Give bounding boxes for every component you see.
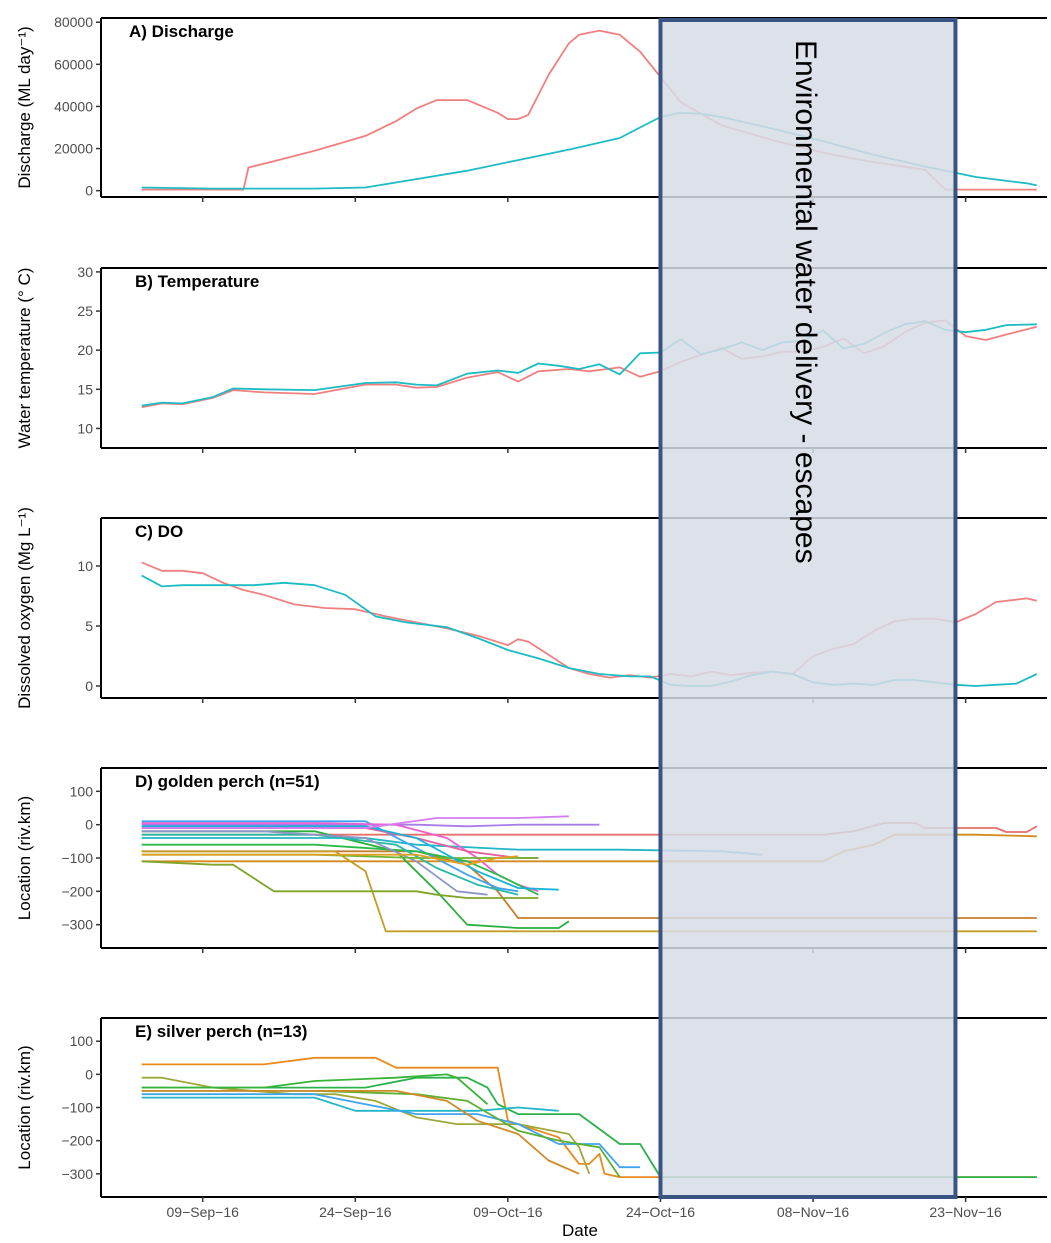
panel-d: −300 −200 −100 0 100 D) golden perch (n=51) Lo…	[15, 767, 1047, 953]
series-line-e-4	[141, 1096, 559, 1112]
y-tick-label: 80000	[54, 14, 93, 30]
y-tick-label: −200	[61, 1133, 93, 1149]
x-tick-label: 09−Sep−16	[167, 1204, 240, 1220]
y-tick-label: 15	[77, 381, 93, 397]
panel-a: 0 20000 40000 60000 80000 A) Discharge Dischar…	[15, 14, 1047, 202]
x-tick-label: 23−Nov−16	[929, 1204, 1002, 1220]
panel-title: C) DO	[135, 522, 183, 541]
y-tick-label: 40000	[54, 98, 93, 114]
series-line-d-16	[141, 825, 559, 891]
panel-title: D) golden perch (n=51)	[135, 772, 320, 791]
y-tick-label: 20	[77, 342, 93, 358]
y-tick-label: −200	[61, 883, 93, 899]
environmental-water-delivery-box	[658, 18, 958, 1199]
y-tick-label: −100	[61, 850, 93, 866]
y-tick-label: 20000	[54, 141, 93, 157]
series-line-e-6	[141, 1073, 489, 1105]
x-tick-label: 24−Sep−16	[319, 1204, 392, 1220]
series-line-d-11	[141, 843, 539, 896]
y-tick-label: −100	[61, 1100, 93, 1116]
x-tick-label: 24−Oct−16	[626, 1204, 695, 1220]
y-axis-title: Dissolved oxygen (Mg L⁻¹)	[15, 507, 34, 709]
y-tick-label: 10	[77, 420, 93, 436]
x-tick-label: 08−Nov−16	[777, 1204, 850, 1220]
y-axis-title: Water temperature (° C)	[15, 268, 34, 449]
y-tick-label: 0	[85, 817, 93, 833]
series-line-d-18	[141, 853, 519, 866]
x-axis-title: Date	[562, 1221, 598, 1240]
series-line-d-12	[141, 833, 519, 896]
y-tick-label: 100	[70, 1033, 94, 1049]
series-line-d-10	[141, 860, 539, 899]
shared-x-axis-ticks: 09−Sep−16 24−Sep−16 09−Oct−16 24−Oct−16 08−N…	[167, 1204, 1003, 1220]
series-line-d-14	[141, 827, 539, 859]
y-tick-label: 0	[85, 1066, 93, 1082]
series-line-d-5	[141, 830, 570, 929]
y-axis-title: Discharge (ML day⁻¹)	[15, 26, 34, 188]
series-line-e-2	[141, 1076, 1037, 1178]
annotation-layer: Environmental water delivery - escapes	[658, 18, 958, 1199]
y-tick-label: −300	[61, 917, 93, 933]
series-line-e-8	[141, 1090, 580, 1175]
y-tick-label: 10	[77, 558, 93, 574]
environmental-water-delivery-label: Environmental water delivery - escapes	[789, 40, 822, 564]
panel-b: 10 15 20 25 30 B) Temperature Water temperatur…	[15, 264, 1047, 453]
panel-title: B) Temperature	[135, 272, 259, 291]
panel-e: −300 −200 −100 0 100 E) silver perch (n=13) Lo…	[15, 1017, 1047, 1202]
series-line-d-17	[141, 815, 569, 829]
series-line-e-5	[141, 1093, 641, 1169]
y-tick-label: 100	[70, 783, 94, 799]
y-tick-label: 60000	[54, 56, 93, 72]
y-axis-title: Location (riv.km)	[15, 1045, 34, 1169]
y-tick-label: −300	[61, 1166, 93, 1182]
x-tick-label: 09−Oct−16	[473, 1204, 542, 1220]
y-tick-label: 25	[77, 303, 93, 319]
series-line-d-7	[141, 820, 519, 893]
y-tick-label: 30	[77, 264, 93, 280]
y-axis-title: Location (riv.km)	[15, 796, 34, 920]
panel-title: A) Discharge	[129, 22, 234, 41]
y-tick-label: 5	[85, 618, 93, 634]
y-tick-label: 0	[85, 678, 93, 694]
y-tick-label: 0	[85, 183, 93, 199]
series-line-d-13	[141, 830, 488, 896]
panel-title: E) silver perch (n=13)	[135, 1022, 307, 1041]
